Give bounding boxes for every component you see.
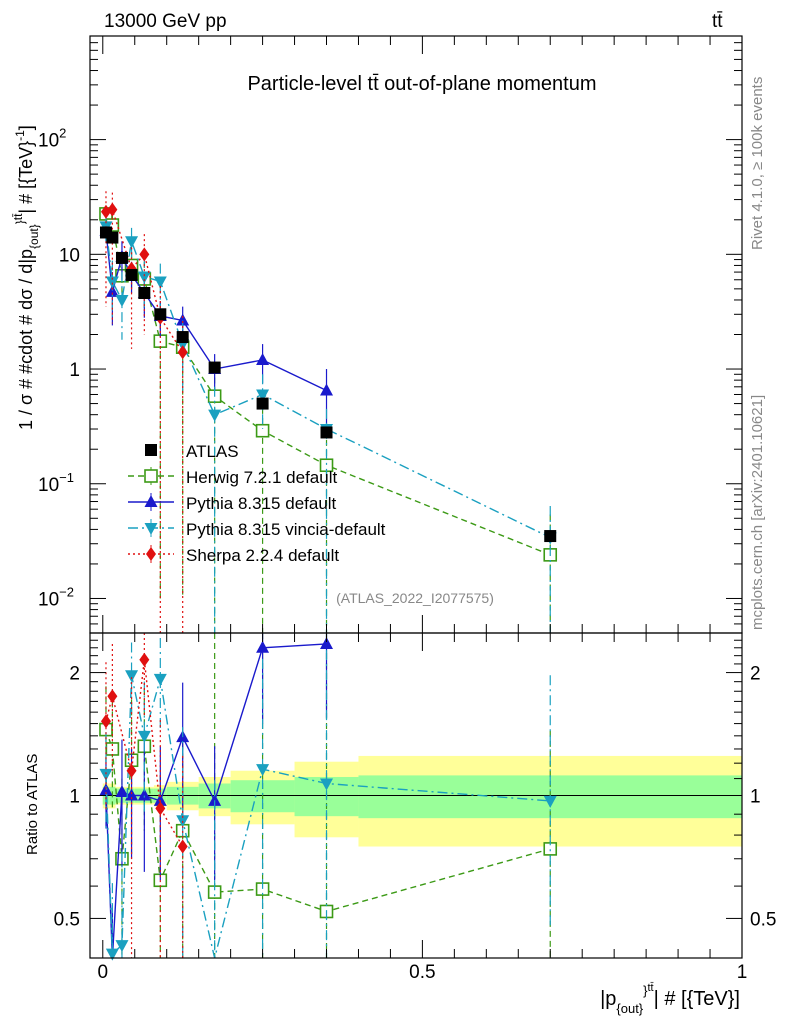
ratio-point-vincia <box>320 778 334 791</box>
main-point-herwig <box>255 423 270 438</box>
main-point-vincia <box>115 294 129 307</box>
ratio-point-vincia <box>115 940 129 953</box>
main-point-pythia <box>256 352 270 365</box>
main-point-pythia <box>176 313 190 326</box>
ratio-point-sherpa <box>155 801 166 816</box>
legend-label-pythia: Pythia 8.315 default <box>186 494 337 513</box>
main-point-vincia <box>105 276 119 289</box>
ratio-point-sherpa <box>139 652 150 667</box>
side-label-top: Rivet 4.1.0, ≥ 100k events <box>749 77 766 250</box>
main-y-tick-label: 10 <box>59 245 80 266</box>
ratio-point-pythia <box>320 636 334 649</box>
main-point-atlas <box>256 397 269 410</box>
ratio-y-tick-label: 0.5 <box>54 909 80 930</box>
legend-label-atlas: ATLAS <box>186 442 239 461</box>
main-point-pythia <box>105 284 119 297</box>
legend: ATLAS Herwig 7.2.1 default Pythia 8.315 de… <box>128 442 386 565</box>
main-point-atlas <box>176 331 189 344</box>
main-point-atlas <box>320 426 333 439</box>
main-point-sherpa <box>177 345 188 360</box>
legend-entry-vincia: Pythia 8.315 vincia-default <box>128 519 386 539</box>
main-line-vincia <box>105 226 551 539</box>
ratio-point-pythia <box>125 788 139 801</box>
main-point-atlas <box>125 269 138 282</box>
legend-entry-sherpa: Sherpa 2.2.4 default <box>128 545 339 565</box>
legend-marker-atlas <box>145 444 157 456</box>
ratio-point-sherpa <box>107 689 118 704</box>
legend-entry-atlas: ATLAS <box>145 442 239 461</box>
main-point-atlas <box>138 287 151 300</box>
plot-title: Particle-level tt̄ out-of-plane momentum <box>247 73 596 95</box>
ratio-point-vincia <box>125 670 139 683</box>
y-axis-label: 1 / σ # #cdot # dσ / d|p{out}}tt̄| # [{T… <box>11 125 41 430</box>
main-point-atlas <box>544 530 557 543</box>
ratio-line-pythia <box>105 643 327 959</box>
ratio-point-sherpa <box>177 839 188 854</box>
main-line-pythia <box>105 230 327 392</box>
main-point-sherpa <box>107 202 118 217</box>
side-label-bottom: mcplots.cern.ch [arXiv:2401.10621] <box>749 395 766 630</box>
analysis-id: (ATLAS_2022_I2077575) <box>336 590 494 606</box>
main-y-tick-label: 1 <box>69 360 80 381</box>
ratio-series-sherpa <box>100 633 188 958</box>
legend-marker-herwig <box>144 469 158 483</box>
main-point-pythia <box>320 383 334 396</box>
ratio-axis-label: Ratio to ATLAS <box>24 754 41 855</box>
ratio-point-vincia <box>543 795 557 808</box>
legend-marker-vincia <box>144 523 158 535</box>
process-label: tt̄ <box>712 11 723 32</box>
legend-entry-pythia: Pythia 8.315 default <box>128 493 337 513</box>
main-point-atlas <box>154 308 167 321</box>
main-point-vincia <box>256 389 270 402</box>
ratio-y-tick-label-right: 1 <box>750 787 761 808</box>
main-series-sherpa <box>100 191 188 633</box>
main-y-tick-label: 10−2 <box>38 584 74 610</box>
main-point-sherpa <box>139 247 150 262</box>
ratio-point-vincia <box>256 764 270 777</box>
x-tick-label: 1 <box>737 962 748 983</box>
legend-marker-pythia <box>144 495 158 507</box>
ratio-point-vincia <box>137 730 151 743</box>
x-tick-label: 0.5 <box>409 962 435 983</box>
legend-entry-herwig: Herwig 7.2.1 default <box>128 467 337 487</box>
x-axis-label: |p{out}}tt̄| # [{TeV}] <box>600 982 740 1016</box>
data-series <box>99 191 558 961</box>
legend-label-vincia: Pythia 8.315 vincia-default <box>186 520 386 539</box>
ratio-y-tick-label-right: 0.5 <box>750 909 776 930</box>
ratio-point-vincia <box>153 673 167 686</box>
ratio-point-vincia <box>99 768 113 781</box>
ratio-y-tick-label-right: 2 <box>750 664 761 685</box>
main-point-vincia <box>137 271 151 284</box>
main-point-vincia <box>208 409 222 422</box>
main-point-atlas <box>106 231 119 244</box>
main-series-vincia <box>99 213 557 633</box>
ratio-point-sherpa <box>126 763 137 778</box>
legend-marker-sherpa <box>146 547 156 561</box>
ratio-point-pythia <box>115 784 129 797</box>
main-point-atlas <box>115 251 128 264</box>
ratio-y-tick-label: 1 <box>69 787 80 808</box>
main-series-atlas <box>99 226 557 543</box>
ratio-point-pythia <box>256 640 270 653</box>
ratio-point-vincia <box>105 948 119 961</box>
ratio-point-pythia <box>137 788 151 801</box>
main-y-tick-label: 10−1 <box>38 470 74 496</box>
axes-frames: 10−2 10−1 1 10 102 0.5 0.5 1 1 2 2 0 0.5 1 <box>38 35 776 983</box>
main-point-vincia <box>153 276 167 289</box>
main-point-vincia <box>125 236 139 249</box>
ratio-point-pythia <box>153 793 167 806</box>
energy-label: 13000 GeV pp <box>104 11 227 32</box>
x-tick-label: 0 <box>97 962 108 983</box>
main-series-herwig <box>99 205 558 633</box>
ratio-y-tick-label: 2 <box>69 664 80 685</box>
ratio-point-sherpa <box>100 714 111 729</box>
legend-label-herwig: Herwig 7.2.1 default <box>186 468 337 487</box>
legend-label-sherpa: Sherpa 2.2.4 default <box>186 546 339 565</box>
main-y-tick-label: 102 <box>38 126 66 152</box>
ratio-point-pythia <box>208 793 222 806</box>
main-point-atlas <box>208 361 221 374</box>
